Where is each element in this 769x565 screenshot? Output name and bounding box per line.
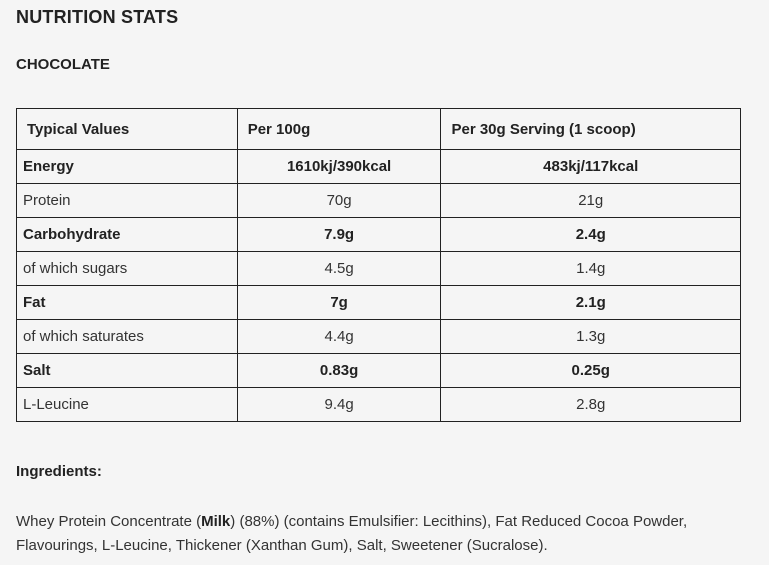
per-serving-value: 1.3g [440,319,741,354]
nutrient-name: of which sugars [16,251,238,286]
table-row: of which saturates 4.4g 1.3g [16,319,741,354]
per-serving-value: 2.4g [440,217,741,252]
table-body: Energy 1610kj/390kcal 483kj/117kcal Prot… [16,149,741,422]
column-header-per-100g: Per 100g [236,108,442,150]
nutrient-name: L-Leucine [16,387,238,422]
ingredients-text: Whey Protein Concentrate (Milk) (88%) (c… [16,510,756,558]
nutrient-name: Carbohydrate [16,217,238,252]
page-title: NUTRITION STATS [16,7,179,27]
table-row: Salt 0.83g 0.25g [16,353,741,388]
table-row: Carbohydrate 7.9g 2.4g [16,217,741,252]
per-serving-value: 1.4g [440,251,741,286]
per-100g-value: 4.4g [236,319,442,354]
per-100g-value: 70g [236,183,442,218]
nutrient-name: Fat [16,285,238,320]
flavour-title: CHOCOLATE [16,56,110,73]
per-serving-value: 21g [440,183,741,218]
per-serving-value: 2.8g [440,387,741,422]
table-row: Protein 70g 21g [16,183,741,218]
table-row: Fat 7g 2.1g [16,285,741,320]
nutrient-name: Salt [16,353,238,388]
table-row: L-Leucine 9.4g 2.8g [16,387,741,422]
ingredients-text-part1: Whey Protein Concentrate ( [16,513,202,530]
column-header-per-serving: Per 30g Serving (1 scoop) [440,108,741,150]
table-header-row: Typical Values Per 100g Per 30g Serving … [16,108,741,150]
per-serving-value: 0.25g [440,353,741,388]
per-100g-value: 7.9g [236,217,442,252]
nutrient-name: Energy [16,149,238,184]
ingredients-heading: Ingredients: [16,463,102,480]
table-row: of which sugars 4.5g 1.4g [16,251,741,286]
ingredients-text-part2: ) (88%) (contains Emulsifier: Lecithins)… [16,513,688,554]
per-100g-value: 4.5g [236,251,442,286]
column-header-typical-values: Typical Values [16,108,238,150]
per-100g-value: 9.4g [236,387,442,422]
table-row: Energy 1610kj/390kcal 483kj/117kcal [16,149,741,184]
per-serving-value: 2.1g [440,285,741,320]
allergen-milk: Milk [201,513,231,530]
per-100g-value: 7g [236,285,442,320]
nutrient-name: Protein [16,183,238,218]
per-serving-value: 483kj/117kcal [440,149,741,184]
per-100g-value: 1610kj/390kcal [236,149,442,184]
nutrient-name: of which saturates [16,319,238,354]
nutrition-table: Typical Values Per 100g Per 30g Serving … [16,108,741,422]
per-100g-value: 0.83g [236,353,442,388]
